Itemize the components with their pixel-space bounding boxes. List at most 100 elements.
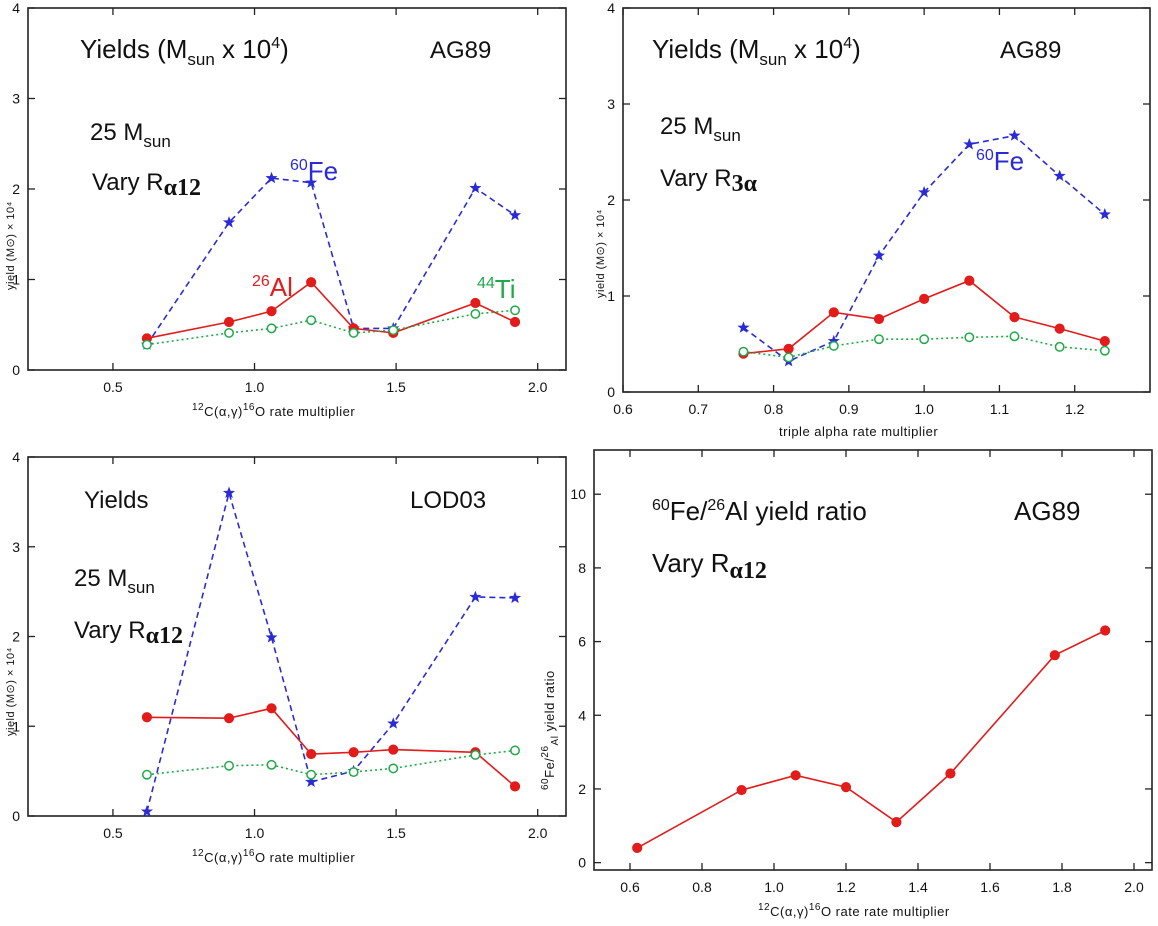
x-axis-label: 12C(α,γ)16O rate multiplier xyxy=(192,848,355,865)
y-tick-label: 0 xyxy=(12,362,20,378)
model-label: AG89 xyxy=(1014,496,1081,526)
data-point-44ti xyxy=(306,769,317,780)
mass-label: 25 Msun xyxy=(74,565,155,597)
y-tick-label: 8 xyxy=(578,560,586,576)
series-line-26al xyxy=(146,707,516,788)
vary-label: Vary Rα12 xyxy=(74,617,183,649)
data-point-60fe-26al xyxy=(790,770,801,781)
data-point-26al xyxy=(388,744,399,755)
data-point-26al xyxy=(919,293,930,304)
x-tick-label: 0.5 xyxy=(103,825,123,841)
data-point-60fe xyxy=(469,590,482,603)
vary-label: Vary Rα12 xyxy=(652,548,767,584)
data-point-60fe xyxy=(469,181,482,194)
data-point-26al xyxy=(828,307,839,318)
data-point-44ti xyxy=(510,745,520,756)
y-tick-label: 3 xyxy=(12,539,20,555)
data-point-44ti xyxy=(388,763,399,774)
y-tick-label: 2 xyxy=(607,192,615,208)
data-point-44ti xyxy=(141,769,152,780)
data-point-60fe xyxy=(1053,169,1066,182)
data-point-44ti xyxy=(306,315,317,326)
data-point-26al xyxy=(873,313,885,325)
panel-bottom-left: 0.5 1.0 1.5 2.0 0 1 2 3 4 yield (M⊙) × 10⁴ 12C(α… xyxy=(5,449,567,865)
data-point-44ti xyxy=(141,339,152,350)
data-point-26al xyxy=(141,712,153,723)
data-point-60fe xyxy=(222,486,236,499)
x-tick-label: 2.0 xyxy=(528,825,548,841)
y-tick-label: 2 xyxy=(12,629,20,645)
data-point-26al xyxy=(470,297,481,309)
y-axis-label: yield (M⊙) × 10⁴ xyxy=(5,201,17,290)
data-point-44ti xyxy=(1009,331,1020,342)
series-line-44ti xyxy=(146,309,516,346)
x-tick-label: 0.5 xyxy=(103,379,123,395)
data-point-26al xyxy=(1009,312,1020,323)
y-axis-label: 60Fe/26Al yield ratio xyxy=(540,670,561,790)
x-tick-label: 1.2 xyxy=(836,879,856,895)
x-tick-label: 1.8 xyxy=(1052,879,1072,895)
data-point-26al xyxy=(509,781,521,792)
data-point-26al xyxy=(223,713,235,724)
data-point-60fe-26al xyxy=(1100,625,1111,636)
data-point-44ti xyxy=(510,305,520,316)
data-point-60fe xyxy=(265,631,278,643)
data-point-60fe xyxy=(1098,208,1111,220)
x-tick-label: 0.6 xyxy=(620,879,640,895)
y-tick-label: 4 xyxy=(607,0,615,16)
x-tick-label: 1.4 xyxy=(908,879,928,895)
data-point-44ti xyxy=(348,327,359,338)
series-line-26al xyxy=(146,281,516,340)
data-point-44ti xyxy=(348,767,359,777)
data-point-60fe xyxy=(918,185,931,198)
data-point-44ti xyxy=(964,332,975,343)
y-tick-label: 4 xyxy=(12,449,20,465)
data-point-60fe xyxy=(872,249,886,261)
y-tick-label: 1 xyxy=(12,718,20,734)
data-point-60fe xyxy=(305,775,318,788)
x-tick-label: 2.0 xyxy=(1124,879,1144,895)
x-tick-label: 0.8 xyxy=(764,401,784,417)
data-point-44ti xyxy=(388,325,399,336)
y-tick-label: 4 xyxy=(578,707,586,723)
x-axis-label: triple alpha rate multiplier xyxy=(779,424,938,439)
series-line-44ti xyxy=(146,749,516,776)
data-point-44ti xyxy=(919,334,930,345)
data-point-60fe-26al xyxy=(736,784,747,796)
plot-frame xyxy=(593,449,1153,871)
x-tick-label: 0.7 xyxy=(689,401,709,417)
x-tick-label: 1.0 xyxy=(245,825,265,841)
y-axis-label: yield (M⊙) × 10⁴ xyxy=(5,647,17,736)
y-tick-label: 6 xyxy=(578,634,586,650)
vary-label: Vary Rα12 xyxy=(92,169,201,201)
data-point-26al xyxy=(964,275,975,286)
y-tick-label: 2 xyxy=(578,781,586,797)
data-point-60fe xyxy=(737,321,750,333)
x-tick-label: 1.5 xyxy=(386,379,406,395)
model-label: AG89 xyxy=(1000,37,1061,64)
x-tick-label: 1.2 xyxy=(1065,401,1085,417)
data-point-60fe xyxy=(508,208,522,221)
x-tick-label: 1.0 xyxy=(245,379,265,395)
y-tick-label: 0 xyxy=(607,384,615,400)
data-point-60fe-26al xyxy=(840,782,852,793)
data-point-44ti xyxy=(224,327,234,338)
vary-label: Vary R3α xyxy=(660,165,758,197)
data-point-44ti xyxy=(874,334,884,345)
data-point-26al xyxy=(306,277,317,288)
data-point-60fe xyxy=(140,805,154,817)
data-point-44ti xyxy=(266,323,277,334)
x-axis-label: 12C(α,γ)16O rate rate multiplier xyxy=(758,902,950,919)
panel-title: 60Fe/26Al yield ratio xyxy=(652,496,867,526)
x-tick-label: 2.0 xyxy=(528,379,548,395)
data-point-44ti xyxy=(224,760,234,771)
series-label-60fe: 60Fe xyxy=(290,156,338,186)
x-tick-label: 1.5 xyxy=(386,825,406,841)
data-point-60fe-26al xyxy=(632,842,643,853)
series-line-44ti xyxy=(743,335,1105,359)
series-label-26al: 26Al xyxy=(252,272,293,302)
y-tick-label: 3 xyxy=(607,96,615,112)
data-point-44ti xyxy=(783,352,794,363)
y-tick-label: 2 xyxy=(12,181,20,197)
y-tick-label: 10 xyxy=(570,486,586,502)
